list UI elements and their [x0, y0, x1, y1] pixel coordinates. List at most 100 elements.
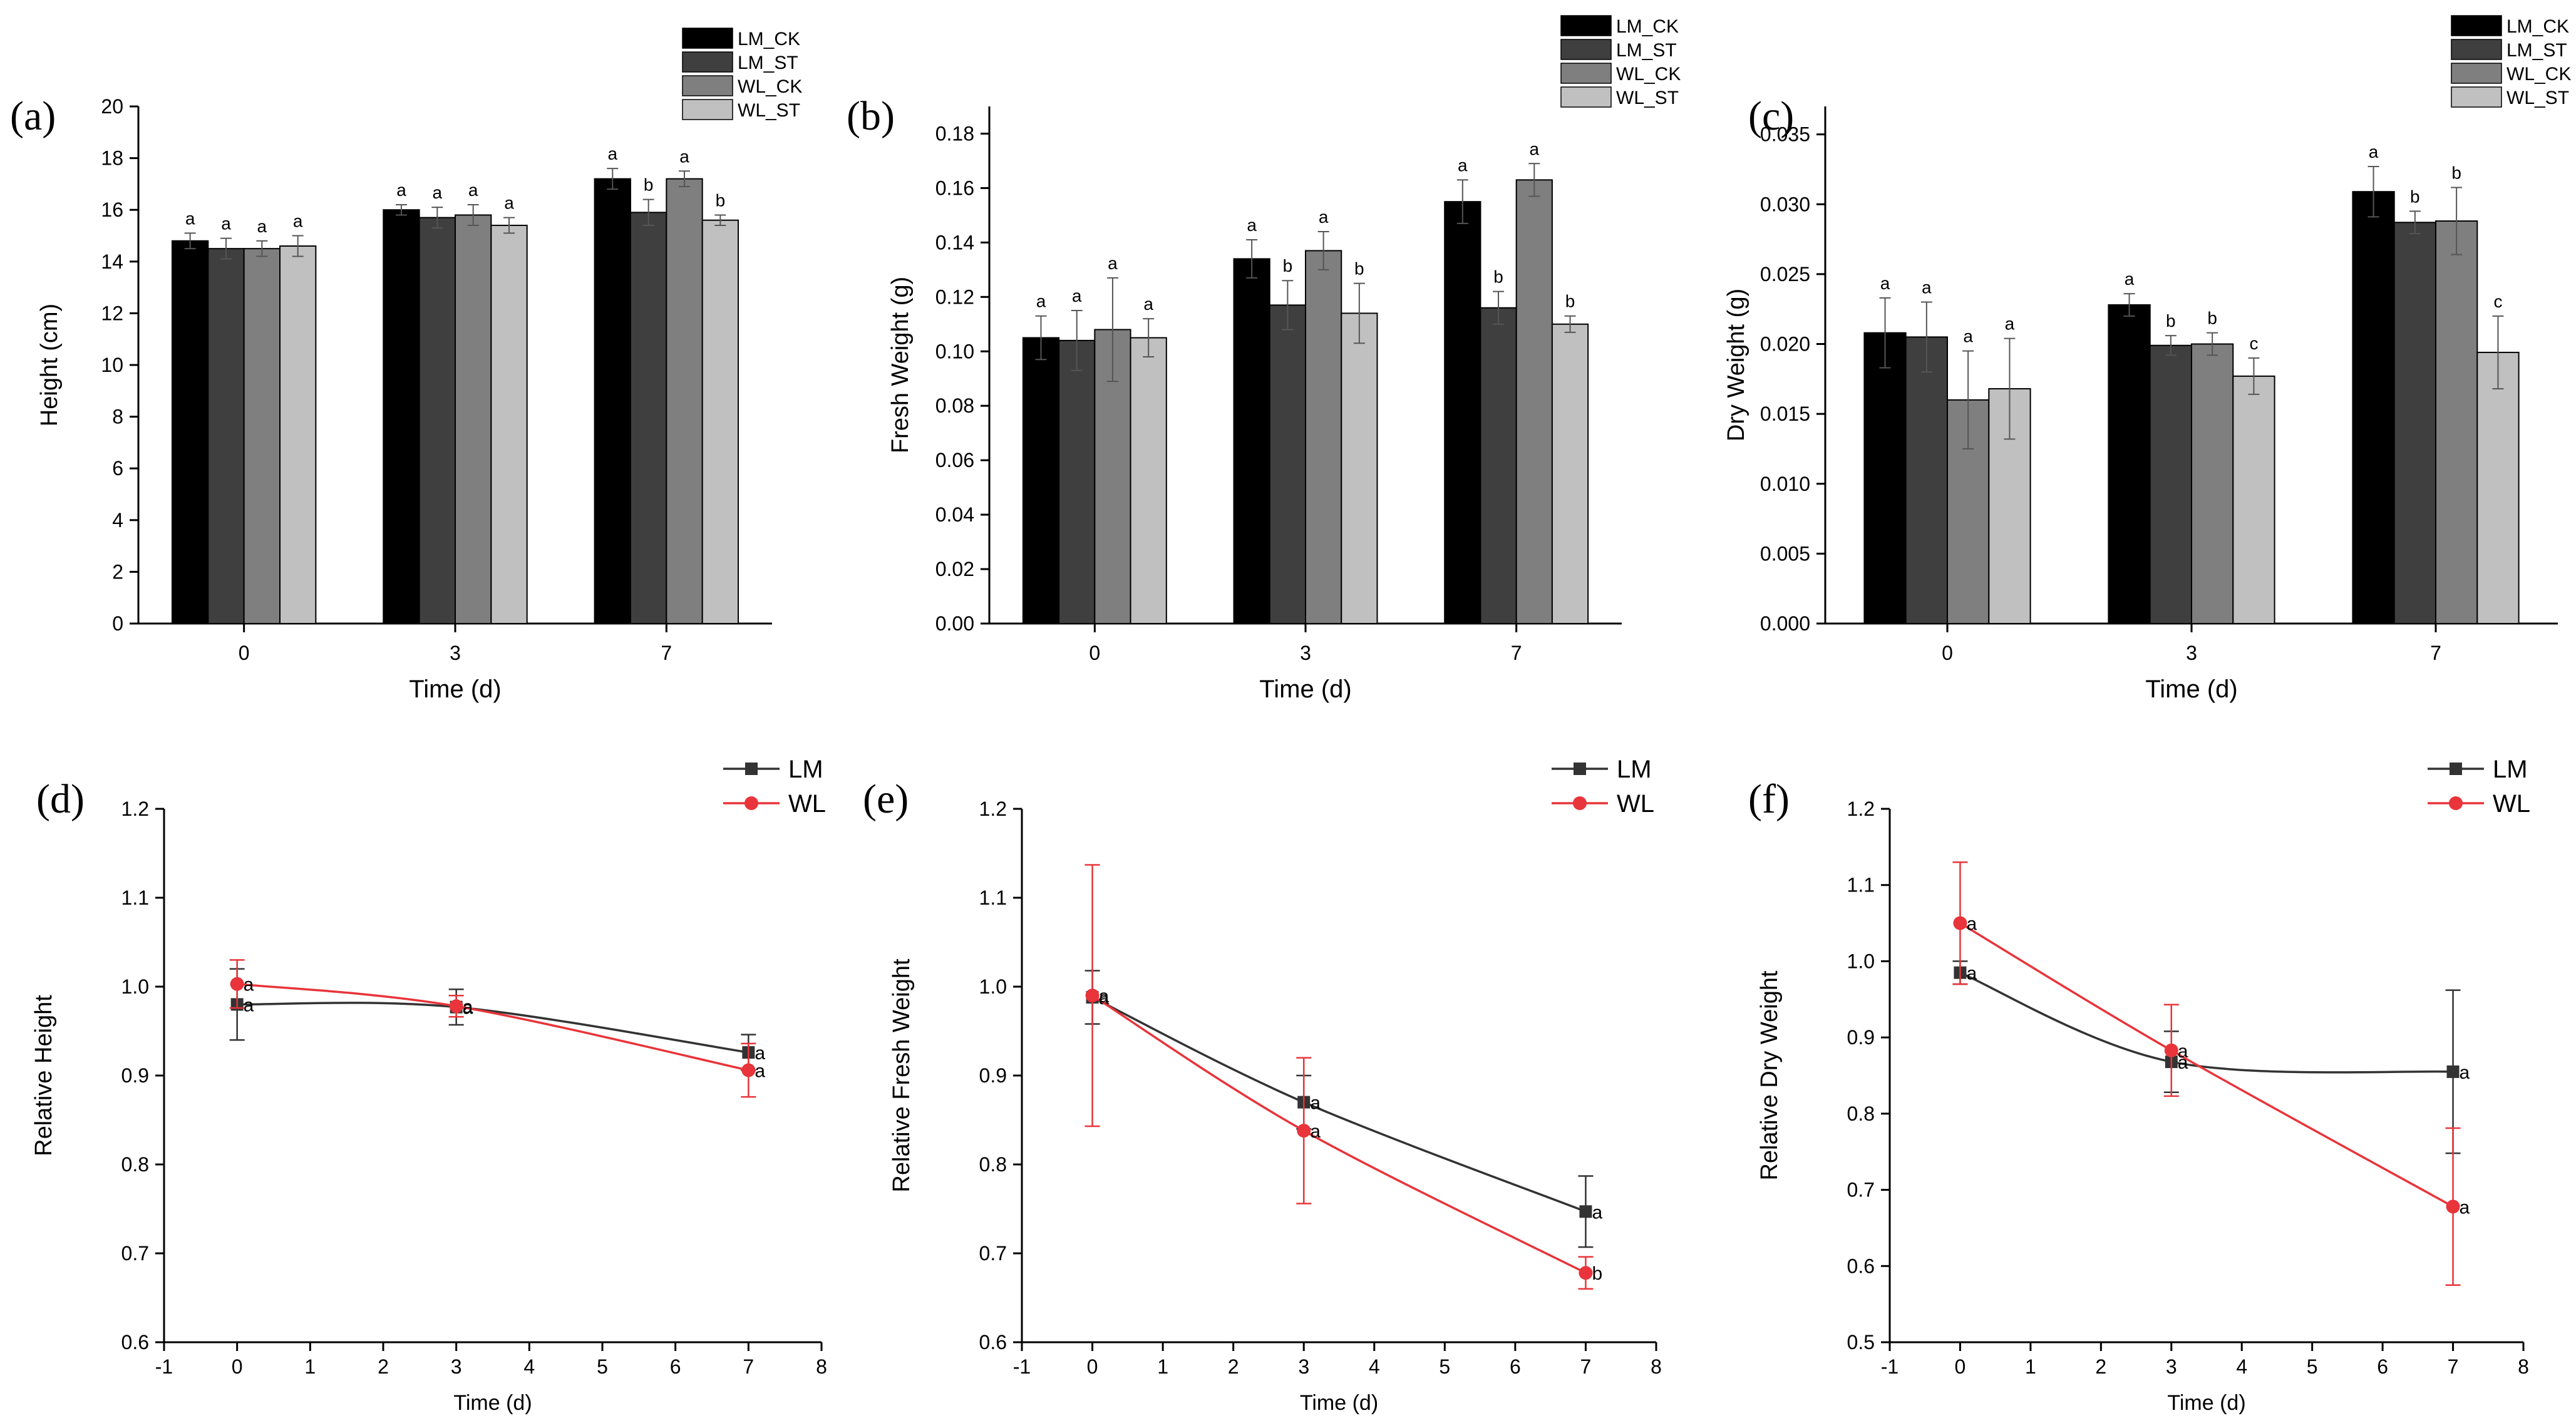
- bar-LM_ST: [1058, 339, 1096, 624]
- legend-marker: [1573, 796, 1587, 810]
- legend-marker: [744, 796, 758, 810]
- x-axis-title: Time (d): [2145, 675, 2237, 703]
- y-tick-label: 20: [101, 95, 123, 118]
- y-tick-label: 1.0: [979, 975, 1007, 998]
- x-tick-label: 5: [2307, 1355, 2318, 1378]
- series-line-LM: [1091, 996, 1587, 1213]
- significance-letter: a: [257, 217, 267, 236]
- legend-label: LM_ST: [2506, 40, 2567, 61]
- y-tick-label: 0.9: [121, 1064, 149, 1087]
- significance-letter: a: [1310, 1121, 1321, 1142]
- x-tick-label: 0: [1089, 642, 1100, 664]
- x-tick-label: 2: [2095, 1355, 2106, 1378]
- marker-WL: [2164, 1043, 2178, 1057]
- legend-marker: [1574, 763, 1586, 775]
- bar-LM_ST: [2149, 344, 2192, 625]
- bar-WL_CK: [243, 248, 281, 624]
- x-tick-label: 0: [1955, 1355, 1966, 1378]
- x-tick-label: 1: [1157, 1355, 1168, 1378]
- x-tick-label: 6: [1510, 1355, 1521, 1378]
- legend-swatch: [2451, 86, 2502, 108]
- series-line-WL: [1091, 994, 1587, 1274]
- x-tick-label: 0: [232, 1355, 243, 1378]
- significance-letter: a: [755, 1061, 765, 1081]
- significance-letter: b: [1354, 259, 1364, 279]
- legend-swatch: [682, 28, 733, 49]
- x-tick-label: -1: [155, 1355, 173, 1378]
- x-axis-title: Time (d): [453, 1391, 532, 1415]
- significance-letter: b: [1493, 267, 1503, 287]
- x-tick-label: 6: [2377, 1355, 2388, 1378]
- y-tick-label: 6: [112, 457, 123, 480]
- panel-label: (d): [36, 776, 85, 822]
- y-tick-label: 0.14: [935, 231, 974, 254]
- y-tick-label: 0.005: [1760, 542, 1810, 565]
- significance-letter: a: [608, 144, 618, 163]
- y-tick-label: 0.16: [935, 177, 974, 199]
- significance-letter: a: [2125, 269, 2135, 289]
- significance-letter: a: [221, 214, 231, 234]
- y-tick-label: 0.9: [1847, 1026, 1875, 1049]
- bar-LM_CK: [1233, 258, 1270, 624]
- marker-WL: [230, 977, 244, 991]
- marker-WL: [1297, 1124, 1311, 1138]
- panel-c: 0.000 0.005 0.010 0.015 0.020 0.025 0.030 0.035…: [1723, 15, 2571, 703]
- legend-swatch: [1560, 63, 1612, 84]
- legend-swatch: [682, 75, 733, 96]
- bar-WL_ST: [279, 245, 317, 624]
- x-tick-label: 2: [1228, 1355, 1239, 1378]
- x-tick-label: 4: [2236, 1355, 2247, 1378]
- significance-letter: a: [1310, 1093, 1321, 1114]
- significance-letter: a: [244, 975, 254, 995]
- y-axis-title: Relative Dry Weight: [1756, 970, 1783, 1181]
- y-tick-label: 1.2: [121, 798, 149, 820]
- bar-WL_CK: [666, 178, 703, 624]
- bar-WL_CK: [455, 214, 492, 624]
- bar-WL_CK: [1305, 250, 1342, 624]
- legend-label: LM_ST: [738, 53, 798, 73]
- panel-d: 0.60.70.80.91.01.11.2-1 0 1 2 3 4 5 6 7 8a aaaaaTi…: [31, 756, 827, 1415]
- panel-label: (f): [1748, 776, 1790, 822]
- y-tick-label: 2: [112, 560, 123, 583]
- significance-letter: a: [504, 193, 514, 213]
- x-tick-label: 7: [2430, 642, 2441, 664]
- legend-swatch: [2451, 63, 2502, 84]
- y-tick-label: 0.015: [1760, 403, 1810, 425]
- bar-WL_CK: [2191, 343, 2234, 624]
- legend-swatch: [2451, 39, 2502, 60]
- x-tick-label: 7: [661, 642, 672, 664]
- legend-label: LM_CK: [1616, 16, 1679, 37]
- significance-letter: a: [2178, 1041, 2188, 1062]
- y-tick-label: 0.5: [1847, 1331, 1875, 1354]
- legend-label: LM: [2493, 756, 2528, 783]
- bar-WL_ST: [2476, 351, 2520, 624]
- legend-swatch: [1560, 39, 1612, 60]
- x-tick-label: -1: [1881, 1355, 1899, 1378]
- significance-letter: a: [1099, 986, 1110, 1007]
- marker-WL: [2446, 1199, 2460, 1214]
- bar-LM_ST: [207, 248, 245, 624]
- series-line-LM: [1959, 972, 2453, 1074]
- bar-WL_CK: [2435, 220, 2478, 624]
- x-tick-label: 4: [523, 1355, 535, 1378]
- marker-WL: [1085, 989, 1100, 1003]
- panel-label: (a): [10, 93, 56, 139]
- x-axis-title: Time (d): [1300, 1391, 1378, 1415]
- bar-WL_ST: [1130, 337, 1167, 624]
- x-tick-label: 6: [670, 1355, 681, 1378]
- marker-LM: [1579, 1205, 1592, 1218]
- significance-letter: a: [1922, 278, 1932, 297]
- bar-LM_CK: [383, 209, 420, 624]
- y-tick-label: 0.06: [935, 449, 974, 471]
- significance-letter: a: [1880, 274, 1890, 293]
- legend-swatch: [682, 51, 733, 73]
- y-tick-label: 0.000: [1760, 612, 1810, 635]
- y-tick-label: 0.18: [935, 122, 974, 145]
- legend-label: LM_CK: [738, 29, 800, 49]
- legend-label: WL_ST: [1616, 88, 1679, 108]
- y-tick-label: 0.035: [1760, 123, 1810, 146]
- bar-LM_CK: [1863, 332, 1907, 624]
- significance-letter: a: [1592, 1202, 1602, 1223]
- y-tick-label: 0.6: [121, 1331, 149, 1354]
